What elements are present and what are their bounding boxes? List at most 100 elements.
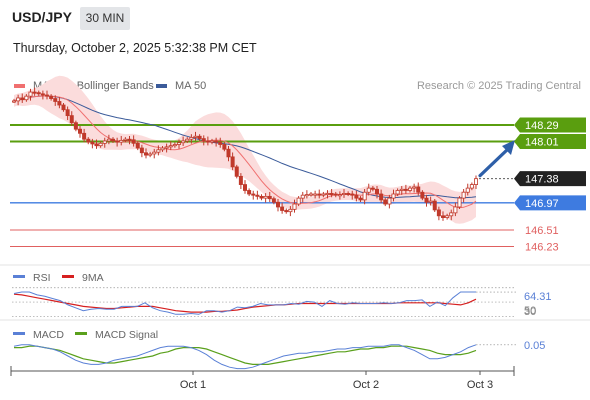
- time-tick-label: Oct 3: [467, 379, 493, 391]
- candle-body: [317, 193, 322, 196]
- candle-body: [321, 193, 326, 196]
- candle-body: [271, 198, 276, 203]
- candle-body: [267, 195, 272, 200]
- candle-body: [391, 193, 396, 199]
- candle-body: [123, 138, 128, 141]
- candle-body: [164, 146, 169, 149]
- candle-body: [354, 194, 359, 199]
- candle-body: [255, 194, 260, 197]
- candle-body: [82, 132, 87, 140]
- candle-body: [148, 153, 153, 156]
- rsi-tick-30: 30: [524, 306, 536, 318]
- candle-body: [440, 215, 445, 218]
- candle-body: [160, 147, 165, 151]
- candle-body: [275, 201, 280, 208]
- candle-body: [205, 140, 210, 143]
- candle-body: [333, 193, 338, 196]
- candle-body: [263, 195, 268, 199]
- candle-body: [131, 139, 136, 144]
- candle-body: [143, 152, 148, 156]
- macd-value-label: 0.05: [524, 340, 545, 352]
- candle-body: [329, 193, 334, 196]
- candle-body: [403, 188, 408, 191]
- rsi-tick-50: 50: [524, 305, 536, 317]
- level-label-4: 146.51: [525, 225, 559, 237]
- time-tick-label: Oct 1: [180, 379, 206, 391]
- candle-body: [242, 184, 247, 191]
- rsi-legend-label: RSI: [33, 272, 51, 284]
- candle-body: [395, 190, 400, 195]
- candle-body: [11, 100, 16, 103]
- candle-body: [251, 193, 256, 196]
- macd-line: [13, 344, 477, 370]
- ma20-line: [13, 95, 477, 209]
- candle-body: [465, 187, 470, 193]
- candle-body: [280, 206, 285, 211]
- candle-body: [111, 138, 116, 142]
- candle-body: [61, 104, 66, 111]
- symbol-title: USD/JPY: [12, 9, 72, 25]
- rsi-ma-line: [13, 293, 477, 313]
- candle-body: [32, 91, 37, 94]
- candle-body: [399, 188, 404, 191]
- candle-body: [383, 199, 388, 205]
- candle-body: [341, 193, 346, 196]
- macd-signal-line: [14, 345, 477, 365]
- candle-body: [152, 151, 157, 155]
- candle-body: [222, 144, 227, 150]
- bollinger-band: [14, 75, 476, 224]
- time-tick-label: Oct 2: [353, 379, 379, 391]
- candle-body: [218, 141, 223, 145]
- candle-body: [45, 94, 50, 97]
- timeframe-button[interactable]: 30 MIN: [80, 7, 130, 30]
- credit-label: Research © 2025 Trading Central: [416, 80, 581, 92]
- candle-body: [86, 138, 91, 143]
- candle-body: [185, 138, 190, 142]
- candle-body: [259, 195, 264, 199]
- candle-body: [234, 166, 239, 177]
- datetime-label: Thursday, October 2, 2025 5:32:38 PM CET: [13, 41, 257, 55]
- candle-body: [461, 191, 466, 199]
- candle-body: [304, 194, 309, 197]
- candle-body: [432, 200, 437, 211]
- candle-body: [337, 194, 342, 197]
- candle-body: [308, 193, 313, 196]
- candle-body: [292, 203, 297, 210]
- candle-body: [379, 193, 384, 201]
- candle-body: [20, 97, 25, 101]
- candle-body: [53, 98, 58, 102]
- level-tag-0: [514, 117, 586, 133]
- candle-body: [49, 95, 54, 99]
- candle-body: [412, 186, 417, 189]
- candle-body: [346, 193, 351, 196]
- level-label-2: 147.38: [525, 174, 559, 186]
- candle-body: [325, 193, 330, 196]
- candle-body: [106, 138, 111, 142]
- candle-body: [370, 187, 375, 190]
- candle-body: [172, 144, 177, 147]
- candle-body: [135, 142, 140, 149]
- candle-body: [36, 92, 41, 95]
- candle-body: [119, 139, 124, 143]
- candle-body: [230, 156, 235, 168]
- candle-body: [424, 197, 429, 203]
- forecast-arrow-shaft: [478, 146, 511, 178]
- candle-body: [127, 138, 132, 141]
- candle-body: [469, 184, 474, 189]
- level-label-3: 146.97: [525, 198, 559, 210]
- candle-body: [201, 138, 206, 142]
- forecast-arrow-head: [502, 140, 515, 155]
- candle-body: [193, 135, 198, 138]
- macd-panel: MACD MACD Signal 0.05: [0, 319, 590, 370]
- macd-signal-legend-label: MACD Signal: [95, 329, 158, 341]
- candle-body: [366, 187, 371, 193]
- candle-body: [69, 115, 74, 124]
- rsi-line: [13, 291, 476, 315]
- candle-body: [94, 143, 99, 147]
- ma20-legend-swatch: [14, 84, 25, 88]
- candle-body: [102, 140, 107, 144]
- candle-body: [181, 140, 186, 144]
- level-tag-3: [514, 195, 586, 211]
